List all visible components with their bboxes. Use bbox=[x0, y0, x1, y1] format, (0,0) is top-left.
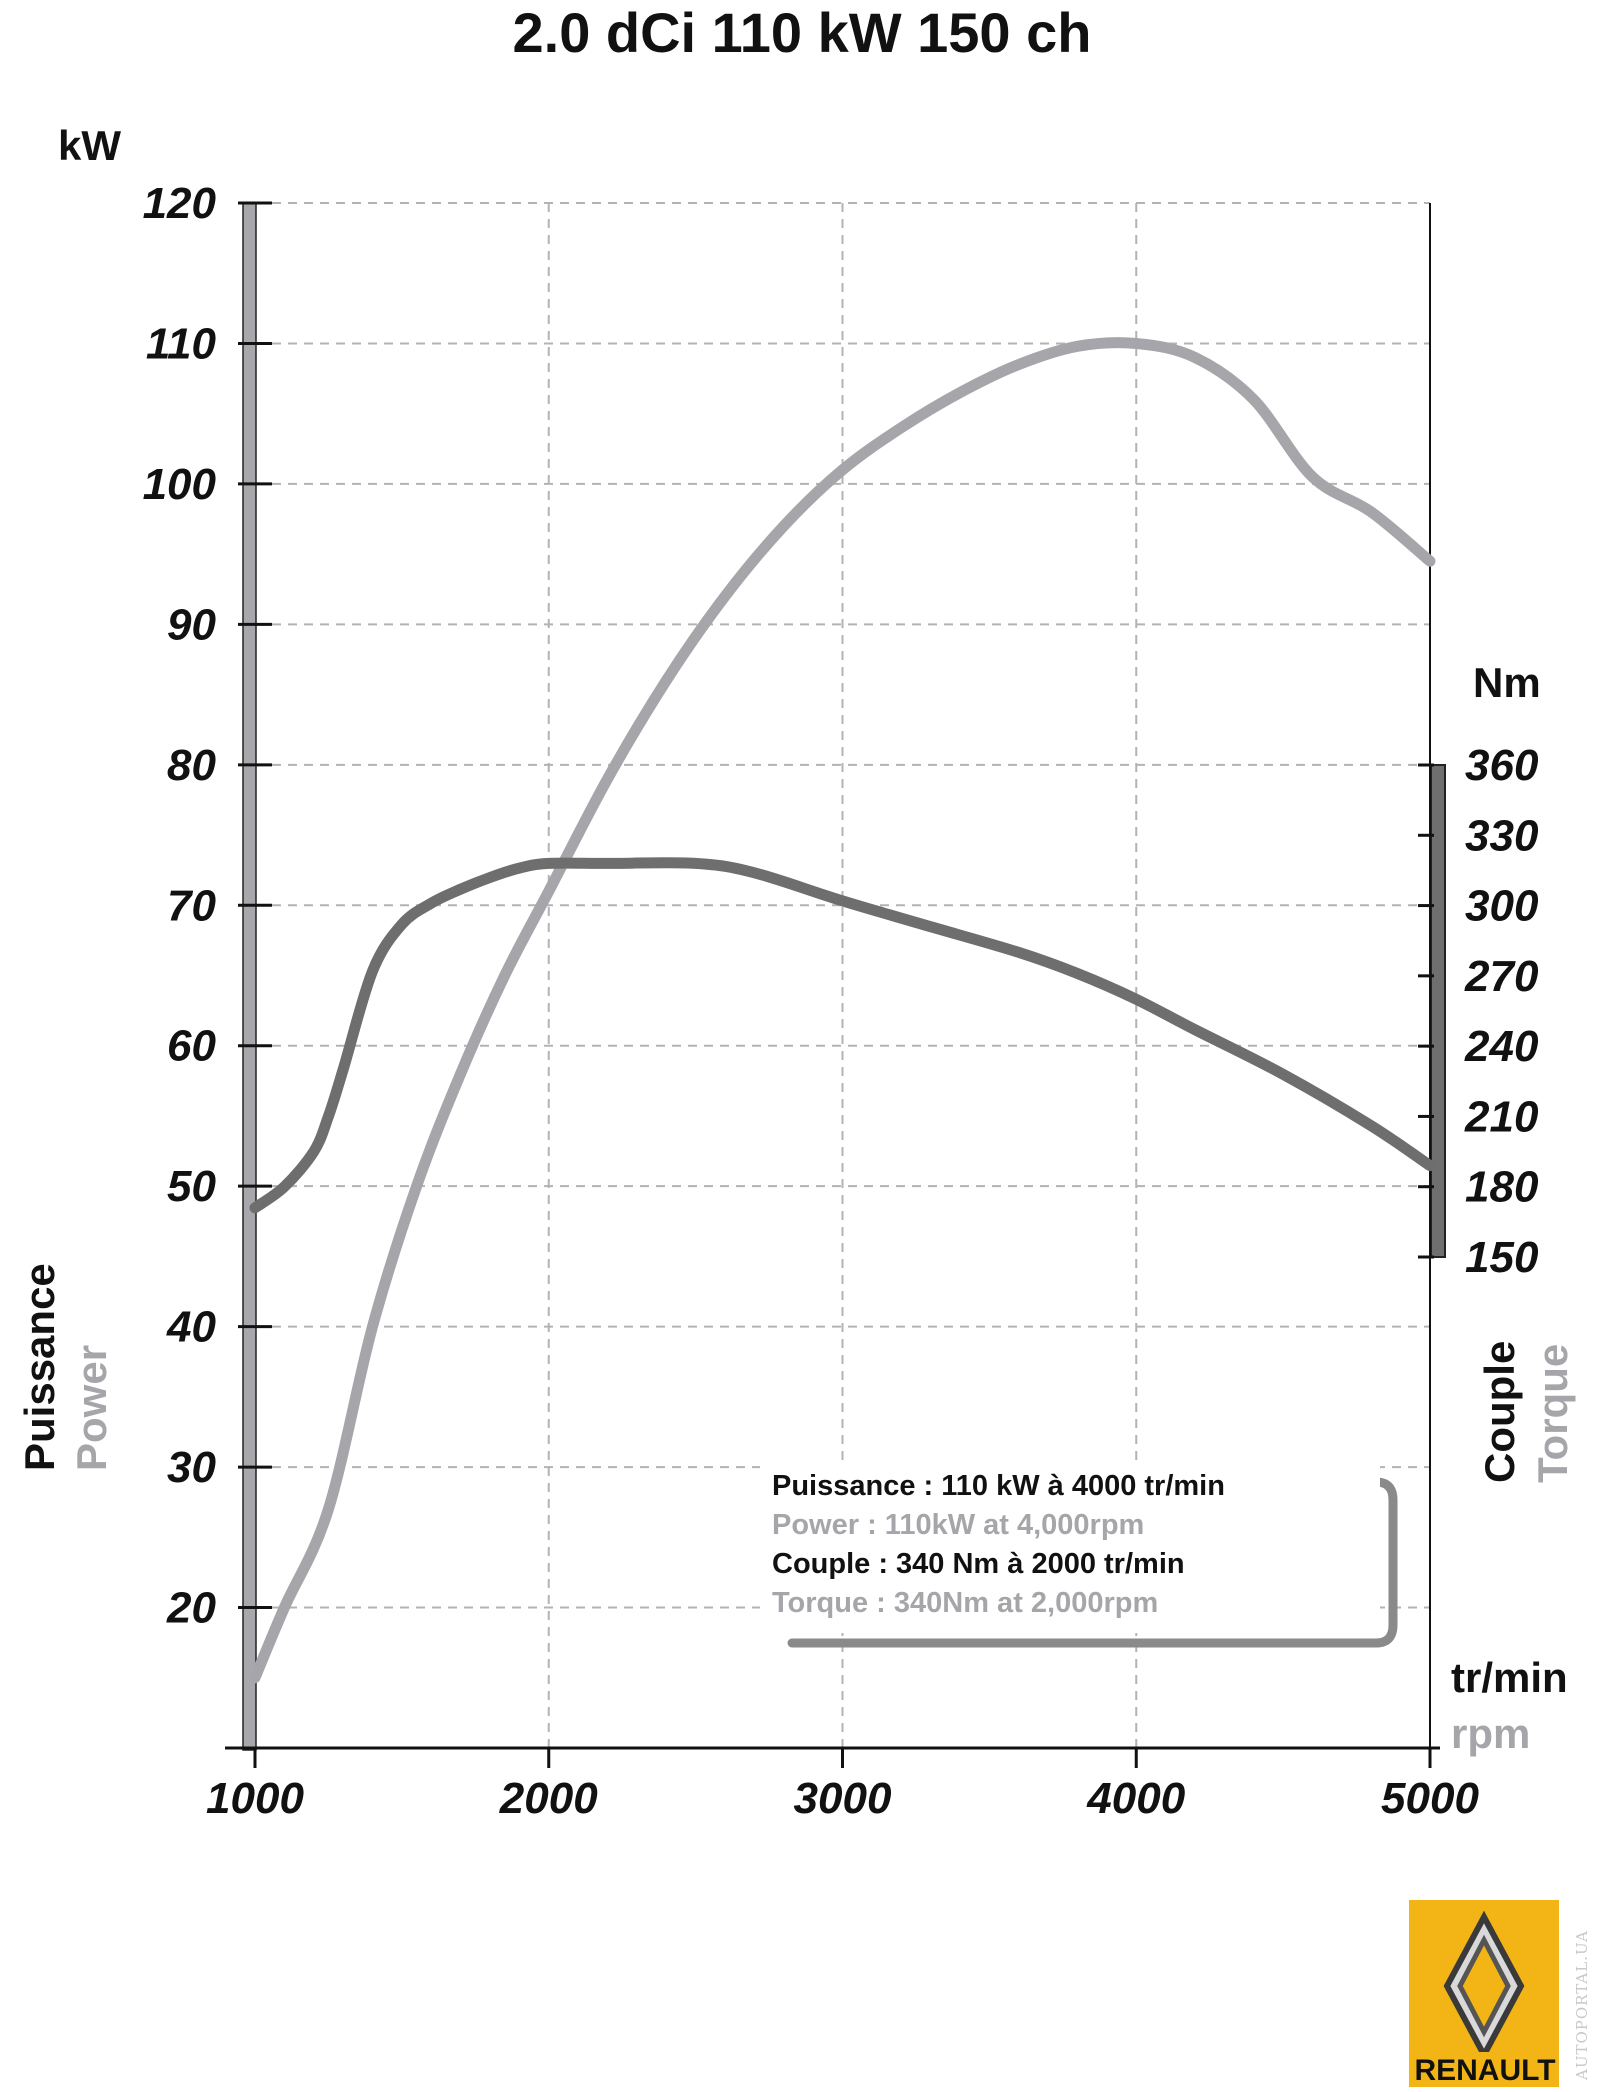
left-axis-title: Puissance bbox=[16, 1263, 63, 1471]
logo-brand: RENAULT bbox=[1414, 2054, 1555, 2087]
left-tick-label: 40 bbox=[166, 1303, 216, 1352]
x-tick-label: 2000 bbox=[499, 1774, 598, 1823]
legend: Puissance : 110 kW à 4000 tr/min Power : … bbox=[760, 1461, 1398, 1648]
left-axis-title-en: Power bbox=[68, 1345, 115, 1471]
left-axis-bar bbox=[242, 202, 257, 1751]
legend-line: Puissance : 110 kW à 4000 tr/min bbox=[772, 1470, 1225, 1502]
left-tick-label: 80 bbox=[167, 741, 216, 790]
right-axis-title: Couple bbox=[1476, 1341, 1523, 1483]
tick-marks bbox=[238, 201, 1434, 1768]
left-unit-label: kW bbox=[58, 122, 121, 169]
curves bbox=[249, 337, 1436, 1684]
right-axis-bar bbox=[1430, 764, 1446, 1258]
chart-title: 2.0 dCi 110 kW 150 ch bbox=[513, 1, 1092, 64]
right-unit-label: Nm bbox=[1473, 659, 1541, 706]
torque-curve bbox=[249, 857, 1436, 1214]
power-curve bbox=[249, 337, 1436, 1684]
left-tick-label: 110 bbox=[146, 319, 217, 368]
legend-shadow bbox=[787, 1477, 1398, 1648]
right-tick-label: 270 bbox=[1464, 952, 1539, 1001]
watermark: AUTOPORTAL.UA bbox=[1573, 1930, 1591, 2081]
legend-box bbox=[760, 1461, 1380, 1633]
renault-logo: RENAULT bbox=[1409, 1900, 1559, 2087]
left-tick-label: 50 bbox=[167, 1162, 216, 1211]
left-tick-label: 20 bbox=[166, 1584, 216, 1633]
x-tick-label: 4000 bbox=[1086, 1774, 1185, 1823]
right-tick-label: 180 bbox=[1465, 1163, 1539, 1212]
left-tick-label: 70 bbox=[167, 881, 216, 930]
x-unit-label-en: rpm bbox=[1451, 1710, 1530, 1757]
left-tick-label: 60 bbox=[167, 1022, 216, 1071]
x-unit-label: tr/min bbox=[1451, 1654, 1568, 1701]
legend-line: Power : 110kW at 4,000rpm bbox=[772, 1509, 1144, 1541]
right-tick-label: 300 bbox=[1465, 882, 1539, 931]
right-tick-label: 360 bbox=[1465, 741, 1539, 790]
left-tick-label: 120 bbox=[143, 179, 217, 228]
right-tick-label: 240 bbox=[1464, 1022, 1539, 1071]
x-tick-label: 3000 bbox=[794, 1774, 892, 1823]
right-tick-label: 150 bbox=[1465, 1233, 1539, 1282]
left-tick-label: 90 bbox=[167, 600, 216, 649]
legend-line: Torque : 340Nm at 2,000rpm bbox=[772, 1587, 1158, 1619]
x-tick-label: 5000 bbox=[1381, 1774, 1479, 1823]
x-tick-label: 1000 bbox=[206, 1774, 304, 1823]
left-tick-label: 30 bbox=[167, 1443, 216, 1492]
legend-line: Couple : 340 Nm à 2000 tr/min bbox=[772, 1548, 1185, 1580]
tick-labels: 20 30 40 50 60 70 80 90 100 110 120 1000 2000 3000 400… bbox=[143, 179, 1539, 1823]
left-tick-label: 100 bbox=[143, 460, 217, 509]
right-tick-label: 210 bbox=[1464, 1092, 1539, 1141]
right-tick-label: 330 bbox=[1465, 811, 1539, 860]
right-axis-title-en: Torque bbox=[1529, 1344, 1576, 1483]
